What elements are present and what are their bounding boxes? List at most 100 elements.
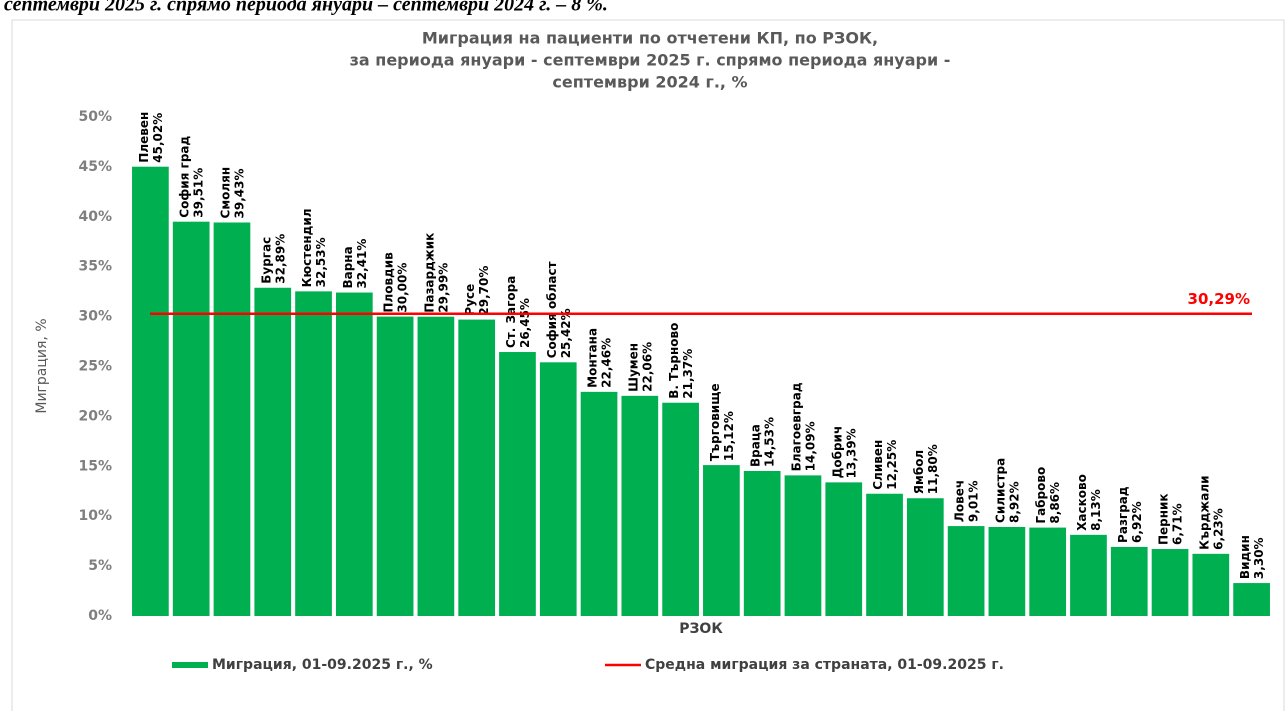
data-label: 29,99% bbox=[436, 263, 450, 313]
x-tick-label: Пазарджик bbox=[422, 233, 436, 313]
bar bbox=[947, 526, 985, 616]
data-label: 32,89% bbox=[273, 234, 287, 284]
x-tick-label: Плевен bbox=[137, 112, 151, 163]
x-tick-label: В. Търново bbox=[667, 323, 681, 399]
y-tick-label: 50% bbox=[78, 109, 112, 125]
chart-frame bbox=[11, 19, 1285, 711]
data-label: 13,39% bbox=[844, 428, 858, 478]
data-label: 14,53% bbox=[763, 417, 777, 467]
data-label: 14,09% bbox=[803, 421, 817, 471]
average-label: 30,29% bbox=[1188, 290, 1250, 308]
data-label: 9,01% bbox=[967, 480, 981, 522]
bar bbox=[499, 352, 536, 616]
data-label: 6,71% bbox=[1171, 503, 1185, 545]
bar bbox=[1110, 546, 1148, 616]
y-tick-label: 15% bbox=[78, 458, 112, 474]
bar bbox=[1151, 549, 1189, 616]
y-tick-label: 45% bbox=[78, 159, 112, 175]
y-tick-label: 40% bbox=[78, 209, 112, 225]
bar bbox=[539, 362, 577, 616]
x-tick-label: Варна bbox=[341, 246, 355, 288]
x-tick-label: Враца bbox=[749, 424, 763, 467]
legend-label: Миграция, 01-09.2025 г., % bbox=[212, 657, 433, 673]
data-label: 6,23% bbox=[1211, 508, 1225, 550]
y-axis-label: Миграция, % bbox=[34, 318, 50, 413]
x-tick-label: Ямбол bbox=[912, 450, 926, 494]
data-label: 6,92% bbox=[1130, 501, 1144, 543]
x-axis-label: РЗОК bbox=[679, 621, 723, 637]
y-tick-label: 0% bbox=[88, 608, 112, 624]
legend-label: Средна миграция за страната, 01-09.2025 … bbox=[645, 657, 1004, 673]
bar bbox=[703, 465, 740, 616]
data-label: 32,41% bbox=[355, 239, 369, 289]
y-tick-label: 30% bbox=[78, 309, 112, 325]
x-tick-label: София град bbox=[178, 135, 192, 217]
bar bbox=[1070, 534, 1107, 616]
x-tick-label: Бургас bbox=[259, 237, 273, 284]
data-label: 15,12% bbox=[722, 411, 736, 461]
chart-title: Миграция на пациенти по отчетени КП, по … bbox=[422, 29, 878, 48]
bar bbox=[458, 319, 496, 616]
bar bbox=[825, 482, 863, 616]
data-label: 8,92% bbox=[1007, 481, 1021, 523]
bar bbox=[254, 287, 292, 616]
x-tick-label: Монтана bbox=[586, 328, 600, 388]
bar bbox=[906, 498, 944, 616]
bar bbox=[376, 316, 414, 616]
bar bbox=[213, 222, 251, 617]
bar bbox=[988, 526, 1026, 616]
data-label: 26,45% bbox=[518, 298, 532, 348]
caption: септември 2025 г. спрямо периода януари … bbox=[4, 0, 608, 16]
bar bbox=[1233, 583, 1270, 616]
x-tick-label: Видин bbox=[1238, 535, 1252, 579]
x-tick-label: Кюстендил bbox=[300, 208, 314, 287]
data-label: 22,06% bbox=[640, 342, 654, 392]
x-tick-label: Разград bbox=[1116, 486, 1130, 543]
chart-title: септември 2024 г., % bbox=[552, 73, 747, 92]
data-label: 11,80% bbox=[926, 444, 940, 494]
x-tick-label: Ст. Загора bbox=[504, 276, 518, 348]
y-tick-label: 35% bbox=[78, 259, 112, 275]
data-label: 21,37% bbox=[681, 349, 695, 399]
legend-swatch bbox=[172, 662, 208, 668]
x-tick-label: София област bbox=[545, 261, 559, 358]
bar bbox=[580, 391, 618, 616]
x-tick-label: Силистра bbox=[993, 458, 1007, 523]
bar bbox=[295, 291, 332, 616]
x-tick-label: Пловдив bbox=[382, 252, 396, 313]
y-tick-label: 5% bbox=[88, 558, 112, 574]
data-label: 45,02% bbox=[151, 113, 165, 163]
y-tick-label: 25% bbox=[78, 359, 112, 375]
data-label: 12,25% bbox=[885, 440, 899, 490]
x-tick-label: Русе bbox=[463, 284, 477, 316]
x-tick-label: Перник bbox=[1157, 493, 1171, 545]
x-tick-label: Добрич bbox=[830, 426, 844, 479]
bar bbox=[132, 166, 169, 617]
x-tick-label: Сливен bbox=[871, 440, 885, 490]
bar bbox=[784, 475, 822, 616]
x-tick-label: Габрово bbox=[1034, 467, 1048, 524]
bar bbox=[866, 493, 903, 616]
x-tick-label: Кърджали bbox=[1197, 475, 1211, 549]
bar bbox=[172, 221, 210, 617]
data-label: 8,86% bbox=[1048, 482, 1062, 524]
bar bbox=[621, 395, 659, 616]
data-label: 39,51% bbox=[192, 168, 206, 218]
data-label: 22,46% bbox=[600, 338, 614, 388]
bar bbox=[335, 292, 373, 616]
data-label: 29,70% bbox=[477, 266, 491, 316]
x-tick-label: Шумен bbox=[626, 343, 640, 392]
data-label: 39,43% bbox=[232, 169, 246, 219]
data-label: 3,30% bbox=[1252, 537, 1266, 579]
y-tick-label: 10% bbox=[78, 508, 112, 524]
x-tick-label: Ловеч bbox=[953, 480, 967, 522]
data-label: 30,00% bbox=[396, 263, 410, 313]
bar bbox=[662, 402, 699, 616]
x-tick-label: Хасково bbox=[1075, 474, 1089, 531]
data-label: 8,13% bbox=[1089, 489, 1103, 531]
bar bbox=[1192, 553, 1230, 616]
x-tick-label: Търговище bbox=[708, 383, 722, 461]
bar bbox=[417, 316, 455, 616]
